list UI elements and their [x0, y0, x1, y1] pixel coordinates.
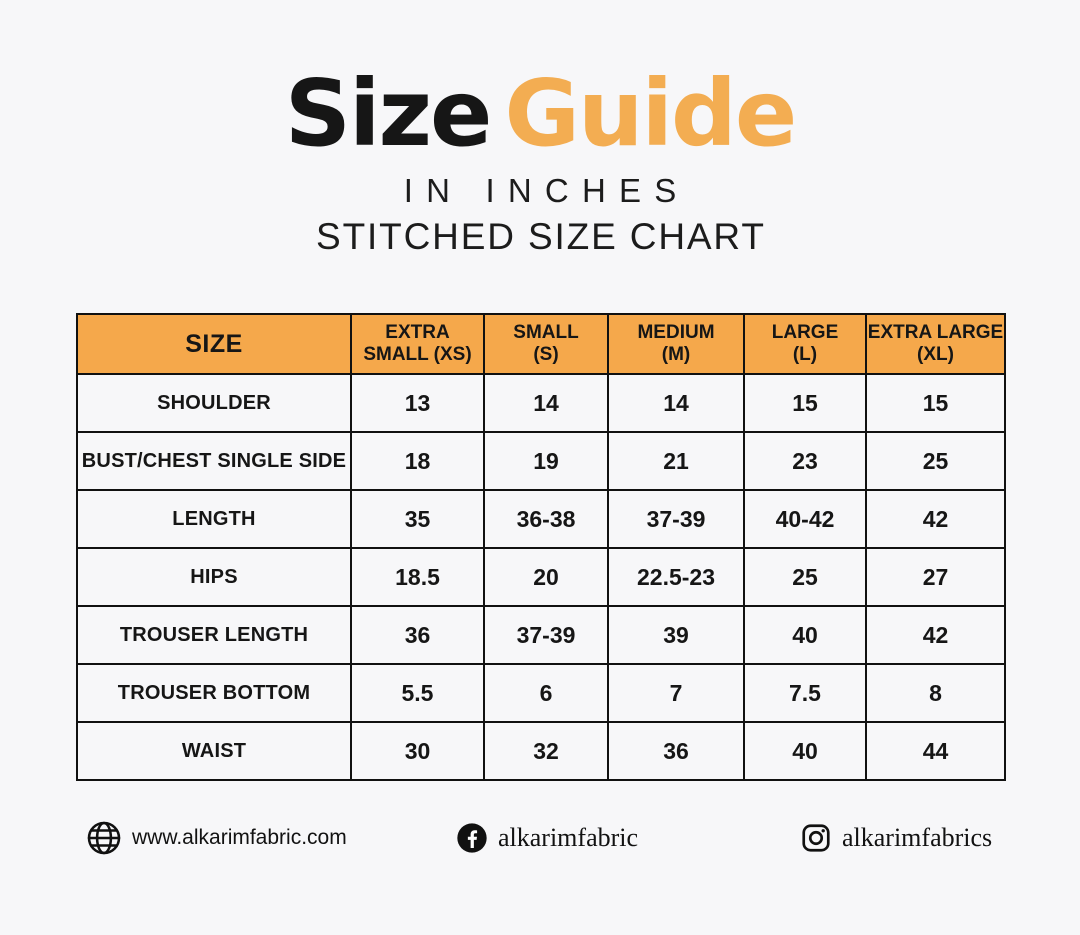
- table-row: TROUSER LENGTH 36 37-39 39 40 42: [76, 605, 1006, 665]
- header-text: EXTRA: [385, 322, 450, 344]
- header-text: (L): [792, 344, 818, 365]
- subtitle-stitched-size-chart: STITCHED SIZE CHART: [316, 216, 766, 257]
- cell-value: 14: [607, 373, 745, 433]
- header-cell-small: SMALL (S): [483, 313, 609, 375]
- header-text: SMALL (XS): [363, 344, 472, 365]
- cell-value: 36: [607, 721, 745, 781]
- header-cell-extra-small: EXTRA SMALL (XS): [350, 313, 485, 375]
- cell-value: 37-39: [607, 489, 745, 549]
- facebook-link[interactable]: alkarimfabric: [456, 816, 638, 860]
- cell-value: 25: [743, 547, 867, 607]
- row-label: WAIST: [76, 721, 352, 781]
- header-text: (S): [533, 344, 559, 365]
- cell-value: 14: [483, 373, 609, 433]
- cell-value: 42: [865, 489, 1006, 549]
- cell-value: 36-38: [483, 489, 609, 549]
- cell-value: 22.5-23: [607, 547, 745, 607]
- header-cell-large: LARGE (L): [743, 313, 867, 375]
- facebook-icon: [456, 822, 488, 854]
- cell-value: 42: [865, 605, 1006, 665]
- header-cell-extra-large: EXTRA LARGE (XL): [865, 313, 1006, 375]
- row-label: BUST/CHEST SINGLE SIDE: [76, 431, 352, 491]
- cell-value: 40-42: [743, 489, 867, 549]
- header-text: SIZE: [185, 329, 243, 358]
- cell-value: 35: [350, 489, 485, 549]
- title-word-size: Size: [284, 60, 493, 167]
- cell-value: 40: [743, 721, 867, 781]
- header-text: MEDIUM: [637, 322, 715, 344]
- cell-value: 5.5: [350, 663, 485, 723]
- instagram-icon: [800, 822, 832, 854]
- cell-value: 15: [865, 373, 1006, 433]
- table-row: SHOULDER 13 14 14 15 15: [76, 373, 1006, 433]
- cell-value: 37-39: [483, 605, 609, 665]
- cell-value: 30: [350, 721, 485, 781]
- facebook-handle: alkarimfabric: [498, 823, 639, 852]
- cell-value: 23: [743, 431, 867, 491]
- table-row: WAIST 30 32 36 40 44: [76, 721, 1006, 781]
- cell-value: 13: [350, 373, 485, 433]
- instagram-link[interactable]: alkarimfabrics: [800, 816, 992, 860]
- website-link[interactable]: www.alkarimfabric.com: [86, 816, 347, 860]
- cell-value: 7.5: [743, 663, 867, 723]
- table-row: LENGTH 35 36-38 37-39 40-42 42: [76, 489, 1006, 549]
- cell-value: 15: [743, 373, 867, 433]
- row-label: TROUSER BOTTOM: [76, 663, 352, 723]
- header-text: SMALL: [513, 322, 579, 344]
- header-text: LARGE: [771, 322, 839, 344]
- cell-value: 6: [483, 663, 609, 723]
- cell-value: 44: [865, 721, 1006, 781]
- cell-value: 20: [483, 547, 609, 607]
- cell-value: 21: [607, 431, 745, 491]
- cell-value: 40: [743, 605, 867, 665]
- row-label: SHOULDER: [76, 373, 352, 433]
- instagram-handle: alkarimfabrics: [842, 823, 993, 852]
- header-text: (XL): [917, 344, 954, 365]
- cell-value: 18: [350, 431, 485, 491]
- header-cell-medium: MEDIUM (M): [607, 313, 745, 375]
- table-header-row: SIZE EXTRA SMALL (XS) SMALL (S) MEDIUM (M) …: [76, 313, 1006, 375]
- cell-value: 39: [607, 605, 745, 665]
- table-row: BUST/CHEST SINGLE SIDE 18 19 21 23 25: [76, 431, 1006, 491]
- cell-value: 8: [865, 663, 1006, 723]
- row-label: LENGTH: [76, 489, 352, 549]
- header-text: (M): [661, 344, 691, 365]
- header-text: EXTRA LARGE: [867, 322, 1004, 344]
- website-url: www.alkarimfabric.com: [132, 826, 347, 849]
- table-row: TROUSER BOTTOM 5.5 6 7 7.5 8: [76, 663, 1006, 723]
- cell-value: 7: [607, 663, 745, 723]
- cell-value: 25: [865, 431, 1006, 491]
- row-label: TROUSER LENGTH: [76, 605, 352, 665]
- table-row: HIPS 18.5 20 22.5-23 25 27: [76, 547, 1006, 607]
- cell-value: 19: [483, 431, 609, 491]
- row-label: HIPS: [76, 547, 352, 607]
- size-chart-table: SIZE EXTRA SMALL (XS) SMALL (S) MEDIUM (M) …: [76, 313, 1006, 781]
- globe-icon: [86, 820, 122, 856]
- subtitle-in-inches: IN INCHES: [403, 172, 690, 209]
- page-title: Size Guide: [0, 68, 1080, 160]
- header-cell-size: SIZE: [76, 313, 352, 375]
- cell-value: 18.5: [350, 547, 485, 607]
- cell-value: 36: [350, 605, 485, 665]
- title-word-guide: Guide: [504, 60, 797, 167]
- title-block: Size Guide IN INCHES STITCHED SIZE CHART: [0, 68, 1080, 258]
- cell-value: 27: [865, 547, 1006, 607]
- cell-value: 32: [483, 721, 609, 781]
